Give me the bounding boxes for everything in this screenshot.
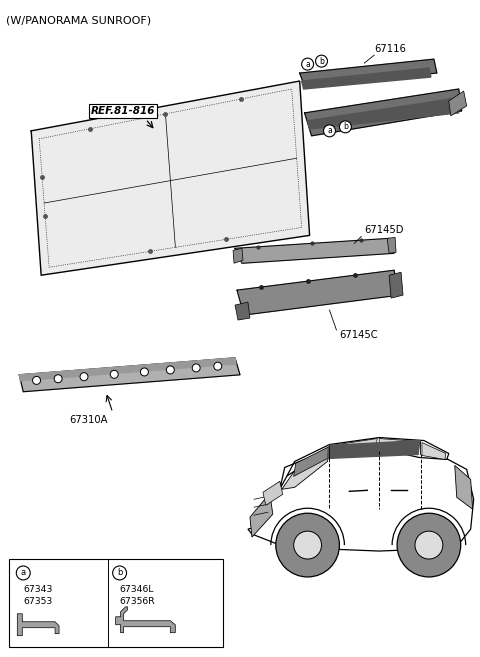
Polygon shape	[449, 91, 467, 116]
Circle shape	[54, 374, 62, 383]
Polygon shape	[389, 272, 403, 298]
Text: 67346L: 67346L	[120, 585, 154, 594]
Text: 67145C: 67145C	[339, 330, 378, 340]
Polygon shape	[250, 493, 273, 537]
Circle shape	[141, 368, 148, 376]
Circle shape	[315, 55, 327, 67]
Circle shape	[16, 566, 30, 580]
Text: 67353: 67353	[23, 597, 52, 606]
Text: (W/PANORAMA SUNROOF): (W/PANORAMA SUNROOF)	[6, 15, 152, 26]
Circle shape	[294, 531, 322, 559]
Text: 67116: 67116	[374, 44, 406, 54]
Polygon shape	[282, 447, 329, 489]
Polygon shape	[327, 441, 420, 459]
Text: 67310A: 67310A	[69, 415, 108, 424]
Polygon shape	[233, 248, 243, 263]
Text: a: a	[327, 126, 332, 135]
Polygon shape	[116, 607, 175, 633]
Polygon shape	[387, 237, 396, 254]
Text: a: a	[21, 568, 26, 578]
Text: 67356R: 67356R	[120, 597, 155, 606]
Polygon shape	[294, 447, 329, 476]
Circle shape	[33, 376, 40, 384]
Polygon shape	[19, 358, 240, 392]
Polygon shape	[305, 89, 462, 136]
Polygon shape	[235, 238, 394, 263]
Polygon shape	[235, 302, 250, 320]
Polygon shape	[422, 443, 446, 459]
Bar	[9, 559, 223, 646]
Circle shape	[324, 125, 336, 137]
Text: 67343: 67343	[23, 585, 53, 594]
Polygon shape	[31, 81, 310, 275]
Polygon shape	[332, 438, 377, 457]
Polygon shape	[300, 59, 437, 86]
Polygon shape	[455, 465, 473, 509]
Text: b: b	[343, 122, 348, 131]
Polygon shape	[280, 438, 449, 489]
Circle shape	[339, 121, 351, 133]
Polygon shape	[379, 438, 419, 455]
Circle shape	[301, 58, 313, 70]
Circle shape	[192, 364, 200, 372]
Text: b: b	[319, 57, 324, 66]
Polygon shape	[248, 453, 474, 551]
Circle shape	[276, 513, 339, 577]
Polygon shape	[308, 98, 459, 129]
Polygon shape	[263, 482, 283, 505]
Text: 67145D: 67145D	[364, 225, 404, 235]
Circle shape	[113, 566, 127, 580]
Text: a: a	[305, 60, 310, 68]
Polygon shape	[19, 358, 236, 381]
Circle shape	[214, 362, 222, 370]
Circle shape	[415, 531, 443, 559]
Text: REF.81-816: REF.81-816	[91, 106, 156, 116]
Circle shape	[397, 513, 461, 577]
Circle shape	[80, 373, 88, 380]
Polygon shape	[17, 614, 59, 636]
Text: b: b	[117, 568, 122, 578]
Circle shape	[167, 366, 174, 374]
Polygon shape	[237, 270, 399, 315]
Polygon shape	[301, 68, 431, 89]
Circle shape	[110, 371, 118, 378]
